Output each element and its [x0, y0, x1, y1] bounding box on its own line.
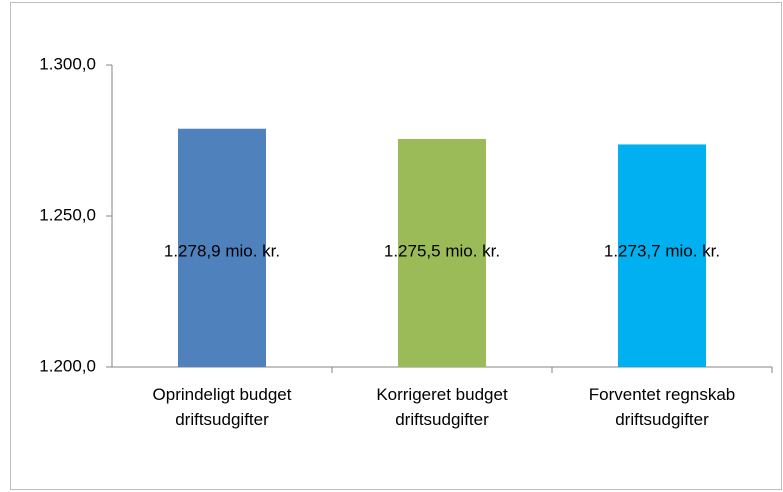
y-tick-label: 1.250,0	[39, 205, 96, 224]
x-tick-label: Oprindeligt budget driftsudgifter	[152, 385, 292, 429]
bar	[398, 138, 486, 367]
value-label: 1.278,9 mio. kr.	[164, 241, 280, 260]
y-tick-label: 1.300,0	[39, 54, 96, 73]
y-tick-label: 1.200,0	[39, 356, 96, 375]
bar	[618, 144, 706, 367]
value-label: 1.273,7 mio. kr.	[604, 241, 720, 260]
value-label: 1.275,5 mio. kr.	[384, 241, 500, 260]
x-tick-label: Forventet regnskab driftsudgifter	[588, 385, 736, 429]
bar	[178, 128, 266, 367]
x-tick-label: Korrigeret budget driftsudgifter	[376, 385, 508, 429]
